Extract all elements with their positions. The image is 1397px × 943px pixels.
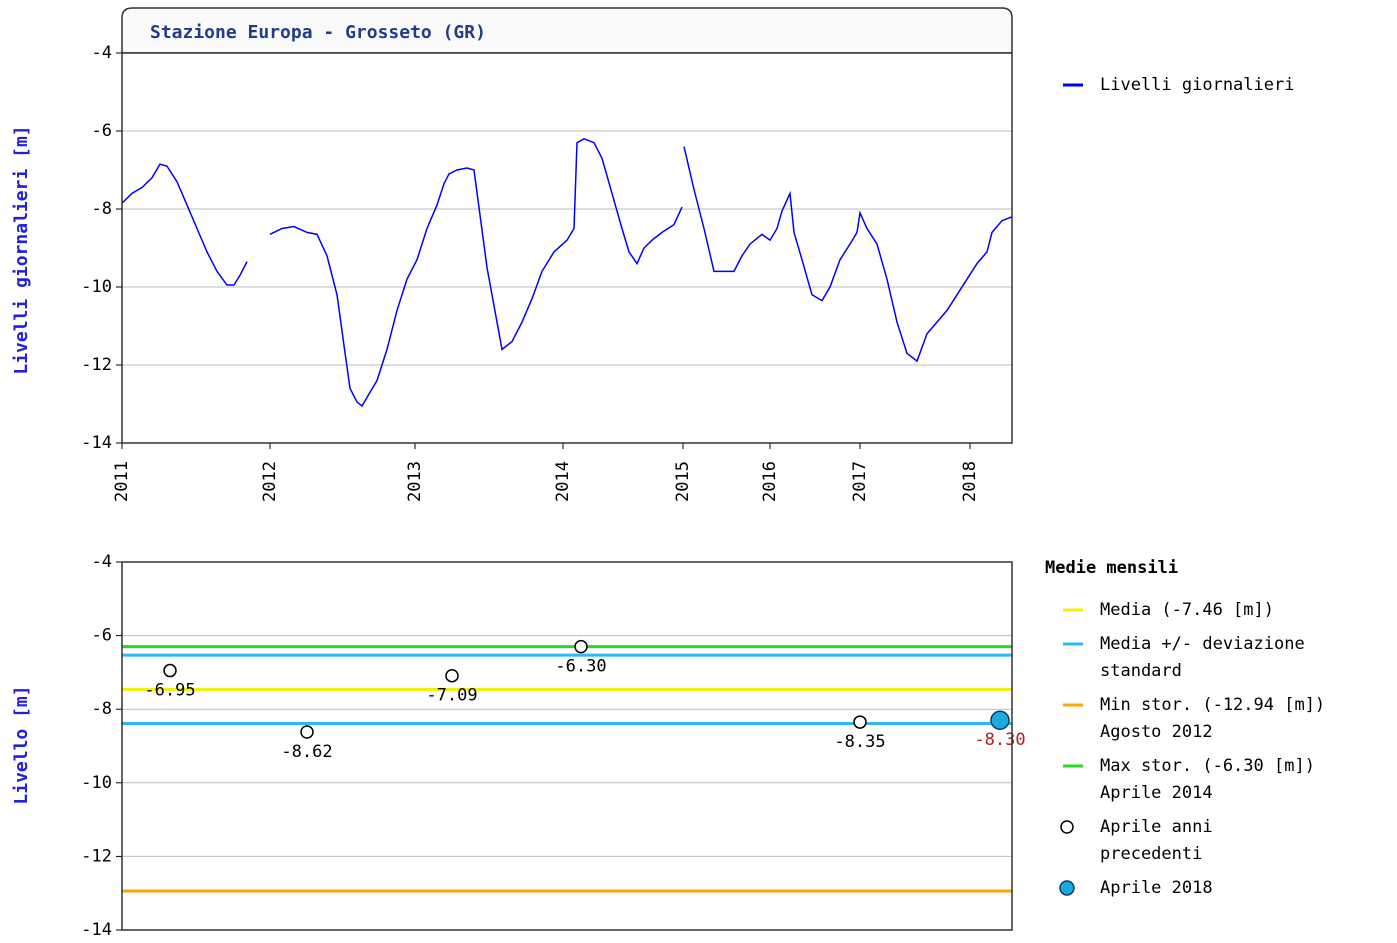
legend-label: Aprile anni <box>1100 817 1213 837</box>
legend-label: standard <box>1100 661 1182 681</box>
chart-title: Stazione Europa - Grosseto (GR) <box>150 22 486 43</box>
y-tick-label: -6 <box>92 626 112 646</box>
legend-label: Agosto 2012 <box>1100 722 1213 742</box>
data-point <box>990 710 1010 730</box>
data-label: -8.35 <box>834 732 885 752</box>
legend-marker <box>1059 880 1075 896</box>
legend-label: Livelli giornalieri <box>1100 75 1294 95</box>
y-tick-label: -8 <box>92 699 112 719</box>
data-label: -8.30 <box>974 730 1025 750</box>
y-tick-label: -4 <box>92 552 112 572</box>
y-tick-label: -14 <box>81 433 112 453</box>
data-label: -6.95 <box>144 681 195 701</box>
y-tick-label: -6 <box>92 121 112 141</box>
data-point <box>853 715 867 729</box>
title-box <box>121 7 1013 54</box>
x-tick-label: 2012 <box>260 461 280 502</box>
y-tick-label: -12 <box>81 846 112 866</box>
plot-area <box>122 562 1012 930</box>
legend-marker <box>1060 820 1074 834</box>
y-axis-label: Livelli giornalieri [m] <box>11 125 32 374</box>
x-tick-label: 2013 <box>405 461 425 502</box>
data-label: -6.30 <box>555 657 606 677</box>
plot-border <box>121 52 1013 444</box>
plot-border <box>121 561 1013 931</box>
y-tick-label: -8 <box>92 199 112 219</box>
x-tick-label: 2015 <box>673 461 693 502</box>
data-point <box>163 663 177 678</box>
data-point <box>574 639 588 654</box>
x-tick-label: 2014 <box>553 461 573 502</box>
data-point <box>300 725 314 739</box>
legend-label: Aprile 2014 <box>1100 783 1213 803</box>
data-line <box>121 137 1013 408</box>
legend-label: Media (-7.46 [m]) <box>1100 600 1274 620</box>
legend-label: Media +/- deviazione <box>1100 634 1305 654</box>
data-label: -7.09 <box>426 686 477 706</box>
y-tick-label: -4 <box>92 43 112 63</box>
x-tick-label: 2011 <box>112 461 132 502</box>
data-label: -8.62 <box>281 742 332 762</box>
plot-area <box>122 53 1012 443</box>
x-tick-label: 2016 <box>760 461 780 502</box>
y-tick-label: -12 <box>81 355 112 375</box>
legend-label: Aprile 2018 <box>1100 878 1213 898</box>
data-point <box>445 668 459 683</box>
y-tick-label: -14 <box>81 920 112 940</box>
x-tick-label: 2018 <box>960 461 980 502</box>
x-tick-label: 2017 <box>850 461 870 502</box>
legend-label: Min stor. (-12.94 [m]) <box>1100 695 1325 715</box>
y-tick-label: -10 <box>81 773 112 793</box>
legend-label: Max stor. (-6.30 [m]) <box>1100 756 1315 776</box>
legend-title: Medie mensili <box>1045 558 1178 578</box>
y-axis-label: Livello [m] <box>11 685 32 804</box>
y-tick-label: -10 <box>81 277 112 297</box>
legend-label: precedenti <box>1100 844 1202 864</box>
